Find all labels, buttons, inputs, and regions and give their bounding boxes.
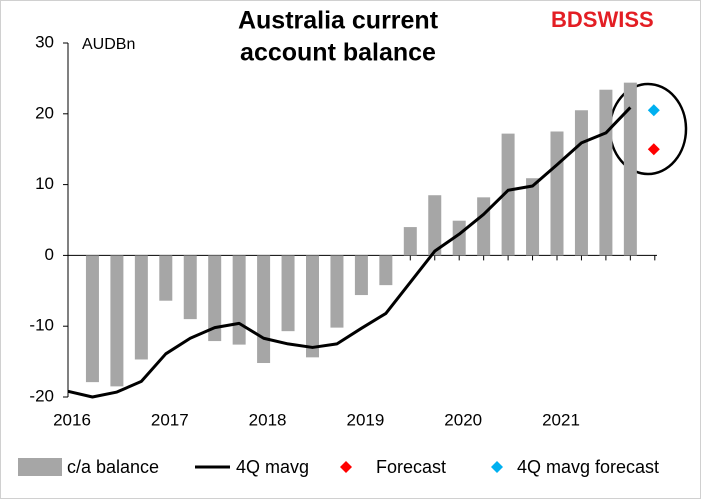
bar (159, 255, 173, 301)
y-axis-label: AUDBn (82, 36, 135, 53)
bar (110, 255, 124, 387)
legend-swatch (18, 458, 62, 476)
legend-swatch (340, 461, 352, 473)
legend-label: 4Q mavg (236, 457, 309, 477)
marker (647, 104, 660, 117)
line (67, 106, 632, 399)
chart-title: account balance (240, 39, 436, 67)
bar (550, 131, 564, 256)
bar (452, 220, 466, 256)
x-tick-label: 2021 (542, 410, 580, 429)
y-tick-label: -20 (29, 386, 54, 405)
bar (354, 255, 368, 296)
bar (232, 255, 246, 345)
bar (281, 255, 295, 332)
bar (526, 178, 540, 256)
marker (647, 143, 660, 156)
y-tick-label: 0 (45, 245, 54, 264)
bar (379, 255, 393, 286)
bar (403, 227, 417, 256)
bar (574, 110, 588, 256)
bar (85, 255, 99, 383)
bar (330, 255, 344, 328)
x-tick-label: 2017 (151, 410, 189, 429)
y-tick-label: -10 (29, 316, 54, 335)
bar (134, 255, 148, 360)
y-tick-label: 20 (35, 103, 54, 122)
x-tick-label: 2019 (346, 410, 384, 429)
logo: BDSWISS (551, 7, 654, 32)
bar (477, 197, 491, 256)
bar (599, 89, 613, 256)
bar (208, 255, 222, 342)
bar (257, 255, 271, 364)
bar (501, 133, 515, 256)
legend-label: Forecast (376, 457, 446, 477)
legend-label: c/a balance (67, 457, 159, 477)
chart-title: Australia current (238, 7, 439, 35)
bar (623, 82, 637, 256)
x-tick-label: 2016 (53, 410, 91, 429)
bar (428, 195, 442, 256)
x-tick-label: 2018 (249, 410, 287, 429)
y-tick-label: 10 (35, 174, 54, 193)
legend-label: 4Q mavg forecast (517, 457, 659, 477)
legend-swatch (491, 461, 503, 473)
x-tick-label: 2020 (444, 410, 482, 429)
bar (306, 255, 319, 358)
y-tick-label: 30 (35, 32, 54, 51)
bar (183, 255, 197, 320)
